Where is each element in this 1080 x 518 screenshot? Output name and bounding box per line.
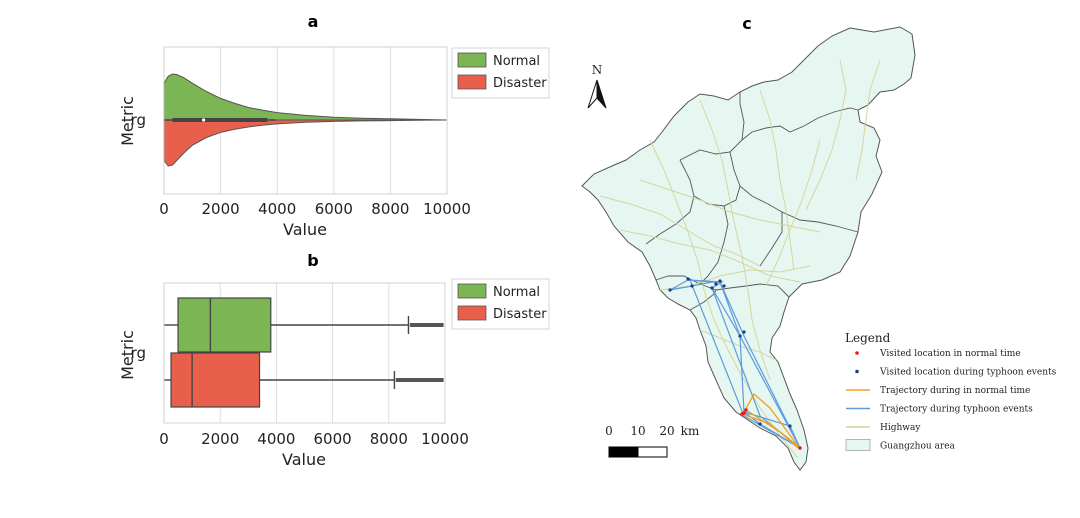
panel-c-title: c (742, 14, 751, 33)
map-legend-item-0-symbol (855, 351, 859, 355)
panel-b-xtick-8000: 8000 (370, 430, 408, 448)
box-disaster-outliers (395, 378, 444, 382)
violin-inner-box (172, 118, 268, 122)
scale-segment-1 (608, 446, 639, 458)
panel-a-legend-box (451, 47, 550, 99)
panel-b-x-label: Value (282, 450, 326, 469)
box-disaster (170, 352, 261, 408)
panel-b-legend-swatch-disaster (457, 305, 487, 321)
map-legend-item-3-label: Trajectory during typhoon events (880, 405, 1033, 415)
panel-b-xtick-2000: 2000 (201, 430, 239, 448)
panel-a-xtick-2000: 2000 (202, 200, 240, 218)
scale-label-10: 10 (630, 424, 645, 438)
panel-a-legend-swatch-disaster (457, 74, 487, 90)
map-legend-item-5-symbol (845, 439, 871, 451)
panel-a-category-label: rg (131, 111, 146, 129)
panel-a-legend-disaster: Disaster (493, 76, 547, 91)
north-arrow-left-icon (587, 79, 598, 109)
panel-a-title: a (308, 12, 319, 31)
panel-b-xtick-4000: 4000 (257, 430, 295, 448)
panel-b-boxes (164, 297, 444, 408)
map-legend-item-1-symbol (855, 369, 859, 374)
normal-visited-points (740, 408, 802, 450)
normal-trajectories (741, 392, 801, 449)
panel-b-legend: Normal Disaster (451, 278, 550, 330)
panel-b-legend-disaster: Disaster (493, 307, 547, 322)
panel-b-frame (163, 282, 446, 424)
panel-b-x-ticks: 0 2000 4000 6000 8000 10000 (159, 430, 469, 448)
map-legend-title: Legend (845, 331, 891, 345)
box-normal-outliers (409, 323, 444, 327)
panel-b-xtick-6000: 6000 (314, 430, 352, 448)
map-legend-item-5-label: Guangzhou area (880, 442, 956, 452)
panel-b-title: b (307, 251, 318, 270)
scale-segment-2 (637, 446, 668, 458)
panel-a-frame (163, 46, 448, 195)
north-arrow: N (587, 63, 607, 109)
panel-a-xtick-6000: 6000 (315, 200, 353, 218)
panel-b-category-label: rg (131, 344, 146, 362)
map-legend-item-4-label: Highway (880, 423, 921, 433)
scale-label-20: 20 (659, 424, 674, 438)
district-boundaries (645, 92, 859, 311)
typhoon-visited-points (668, 277, 792, 428)
scale-label-unit: km (681, 424, 700, 438)
map-legend-item-2-label: Trajectory during in normal time (880, 386, 1030, 396)
panel-a-xtick-8000: 8000 (371, 200, 409, 218)
scale-bar: 0 10 20 km (605, 424, 700, 458)
north-label: N (592, 63, 603, 77)
panel-b-legend-swatch-normal (457, 283, 487, 299)
panel-a-x-ticks: 0 2000 4000 6000 8000 10000 (159, 200, 471, 218)
panel-b-xtick-0: 0 (159, 430, 169, 448)
panel-a-xtick-0: 0 (159, 200, 169, 218)
panel-a-violin-chart: a 0 2000 4000 6000 8000 10000 rg Value Metric… (118, 12, 550, 239)
north-arrow-right-icon (596, 79, 607, 109)
panel-a-y-label: Metric (118, 96, 137, 146)
violin-normal (163, 73, 448, 121)
scale-label-0: 0 (605, 424, 613, 438)
panel-a-legend-normal: Normal (493, 54, 540, 69)
panel-a-violins (163, 73, 448, 167)
panel-b-xtick-10000: 10000 (421, 430, 469, 448)
box-normal (177, 297, 272, 353)
panel-a-legend-swatch-normal (457, 52, 487, 68)
panel-a-inner-box (164, 118, 276, 122)
panel-a-x-label: Value (283, 220, 327, 239)
panel-c-map: c (581, 14, 1057, 471)
violin-median-point (202, 118, 206, 122)
panel-a-xtick-10000: 10000 (423, 200, 471, 218)
panel-a-legend: Normal Disaster (451, 47, 550, 99)
map-legend-item-1-label: Visited location during typhoon events (879, 368, 1057, 378)
panel-b-legend-normal: Normal (493, 285, 540, 300)
panel-a-xtick-4000: 4000 (258, 200, 296, 218)
panel-b-box-chart: b 0 2000 4000 6000 8000 10000 rg Value Metric… (118, 251, 550, 469)
violin-disaster (163, 119, 448, 167)
panel-b-y-label: Metric (118, 330, 137, 380)
map-legend: Legend Visited location in normal time Vi… (845, 331, 1057, 452)
map-legend-item-0-label: Visited location in normal time (879, 349, 1021, 359)
guangzhou-area (581, 26, 916, 471)
